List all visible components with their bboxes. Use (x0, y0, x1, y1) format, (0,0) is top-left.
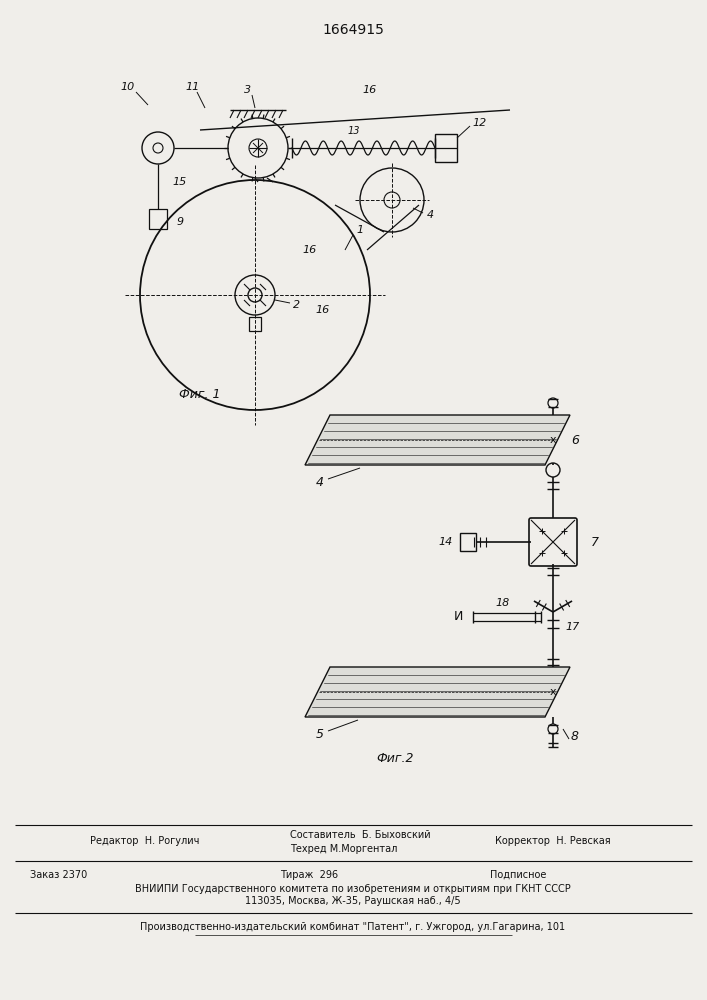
Text: 13: 13 (347, 126, 360, 136)
Text: 17: 17 (566, 622, 580, 632)
Text: 12: 12 (473, 118, 487, 128)
Text: 113035, Москва, Ж-35, Раушская наб., 4/5: 113035, Москва, Ж-35, Раушская наб., 4/5 (245, 896, 461, 906)
Text: Фиг. 1: Фиг. 1 (180, 388, 221, 401)
Text: 6: 6 (571, 434, 579, 446)
Text: 15: 15 (173, 177, 187, 187)
Text: 16: 16 (316, 305, 330, 315)
Text: x: x (549, 435, 556, 445)
Text: 14: 14 (439, 537, 453, 547)
Text: x: x (549, 687, 556, 697)
Text: 5: 5 (316, 728, 324, 742)
Bar (460, 533, 476, 551)
Text: ВНИИПИ Государственного комитета по изобретениям и открытиям при ГКНТ СССР: ВНИИПИ Государственного комитета по изоб… (135, 884, 571, 894)
Text: Тираж  296: Тираж 296 (280, 870, 338, 880)
Text: Заказ 2370: Заказ 2370 (30, 870, 87, 880)
Text: 3: 3 (245, 85, 252, 95)
Polygon shape (305, 667, 570, 717)
Text: 18: 18 (496, 598, 510, 608)
Text: Редактор  Н. Рогулич: Редактор Н. Рогулич (90, 836, 199, 846)
Bar (531, 520, 575, 564)
Text: 1: 1 (356, 225, 363, 235)
Text: Фиг.2: Фиг.2 (376, 752, 414, 766)
Text: Корректор  Н. Ревская: Корректор Н. Ревская (495, 836, 611, 846)
Text: Техред М.Моргентал: Техред М.Моргентал (290, 844, 397, 854)
Bar (249, 317, 261, 331)
Text: И: И (453, 610, 462, 624)
Text: 1664915: 1664915 (322, 23, 384, 37)
Bar (435, 134, 457, 162)
Text: 8: 8 (571, 730, 579, 744)
Text: 9: 9 (177, 217, 184, 227)
Text: 16: 16 (363, 85, 377, 95)
Text: 2: 2 (293, 300, 300, 310)
Text: 4: 4 (316, 477, 324, 489)
Text: Производственно-издательский комбинат "Патент", г. Ужгород, ул.Гагарина, 101: Производственно-издательский комбинат "П… (141, 922, 566, 932)
Text: Подписное: Подписное (490, 870, 547, 880)
Text: 10: 10 (121, 82, 135, 92)
Text: 4: 4 (426, 210, 433, 220)
Text: 7: 7 (591, 536, 599, 548)
Text: Составитель  Б. Быховский: Составитель Б. Быховский (290, 830, 431, 840)
FancyBboxPatch shape (529, 518, 577, 566)
Bar (149, 209, 167, 229)
Polygon shape (305, 415, 570, 465)
Text: 11: 11 (186, 82, 200, 92)
Text: 16: 16 (303, 245, 317, 255)
